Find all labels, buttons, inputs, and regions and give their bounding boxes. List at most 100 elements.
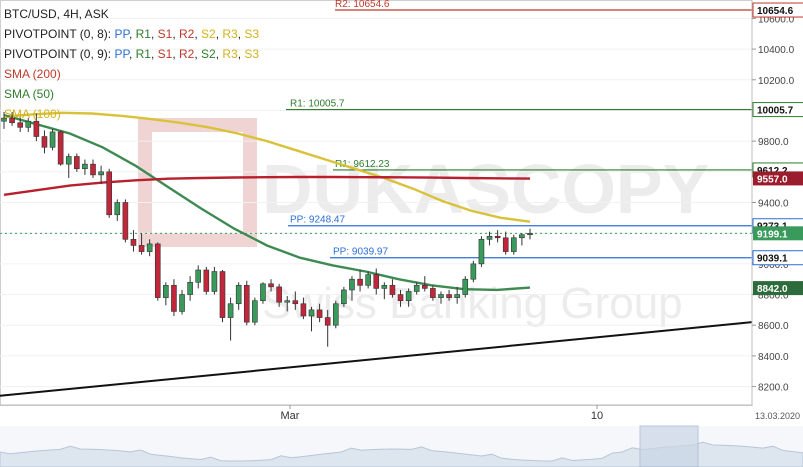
candle-body (511, 237, 517, 252)
candle-body (454, 294, 460, 298)
level-label: R2: 10654.6 (335, 0, 390, 10)
candle-body (41, 136, 48, 148)
candle-body (413, 285, 420, 292)
candle-body (106, 171, 112, 216)
candle-body (219, 271, 226, 318)
level-tag: 10005.7 (757, 106, 794, 117)
candle-body (405, 291, 412, 301)
candle-body (138, 245, 145, 252)
pivot-legend-9: PIVOTPOINT (0, 9): PP, R1, S1, R2, S2, R… (4, 47, 260, 61)
candle-body (470, 263, 477, 280)
x-axis-corner-date: 13.03.2020 (755, 411, 800, 421)
pivot8-s1: S1 (157, 27, 173, 41)
candle-body (284, 300, 291, 303)
candle-body (438, 294, 444, 298)
pivot8-r1: R1 (135, 27, 151, 41)
candle-body (195, 269, 202, 283)
candle-body (260, 283, 266, 301)
candle-body (308, 309, 315, 317)
candle-body (349, 278, 355, 291)
pivot8-s3: S3 (244, 27, 260, 41)
navigator-window (639, 425, 699, 467)
candle-body (211, 271, 218, 292)
candle-body (519, 234, 525, 239)
trendline-layer (0, 321, 753, 397)
candle-body (171, 285, 177, 312)
pivot9-r3: R3 (222, 47, 238, 61)
price-tag: 8842.0 (757, 284, 788, 295)
candle-body (252, 300, 258, 323)
pivot9-r1: R1 (135, 47, 151, 61)
candle-body (203, 269, 210, 292)
candle-body (57, 131, 64, 165)
sma100-line (3, 111, 531, 223)
pivot-levels: R2: 10654.6 R1: 10005.7 R1: 9612.23 PP: 924… (0, 0, 752, 259)
level-label: PP: 9248.47 (290, 215, 345, 226)
time-axis: Mar 10 13.03.2020 (0, 404, 800, 422)
pivot9-r2: R2 (178, 47, 195, 61)
axis-tick-label: 9800.0 (758, 137, 789, 148)
level-tag: 10654.6 (757, 6, 794, 17)
candle-body (25, 120, 32, 128)
candle-body (90, 163, 96, 176)
candle-body (373, 274, 380, 289)
axis-tick-label: 8800.0 (758, 291, 789, 302)
pivot-legend-9-prefix: PIVOTPOINT (0, 9): (4, 47, 115, 61)
candle-body (114, 202, 121, 216)
candle-body (292, 300, 299, 305)
candle-body (365, 274, 371, 286)
candle-body (17, 122, 23, 128)
pivot8-r3: R3 (222, 27, 238, 41)
pivot8-r2: R2 (178, 27, 195, 41)
candle-body (300, 303, 307, 317)
candle-body (421, 285, 428, 289)
candle-body (268, 283, 274, 288)
symbol-line: BTC/USD, 4H, ASK (4, 7, 109, 21)
axis-tick-label: 8200.0 (758, 383, 789, 394)
pivot8-s2: S2 (201, 27, 216, 41)
level-label: R1: 9612.23 (335, 159, 390, 170)
price-tag: 9557.0 (757, 174, 788, 185)
price-tag: 9199.1 (757, 229, 788, 240)
candle-body (389, 285, 396, 295)
candle-body (146, 243, 153, 252)
candle-body (9, 117, 15, 124)
sma200-line (3, 175, 531, 196)
level-tag-box (752, 102, 803, 118)
candle-body (33, 120, 40, 137)
candle-body (381, 285, 388, 289)
candle-body (332, 303, 339, 326)
pivot9-pp: PP (114, 47, 129, 61)
candle-body (179, 294, 185, 312)
pivot9-s2: S2 (201, 47, 216, 61)
sma100-legend: SMA (100) (4, 107, 61, 121)
moving-averages (3, 111, 531, 292)
axis-tick-label: 9000.0 (758, 260, 789, 271)
navigator-minichart[interactable] (0, 425, 803, 467)
candle-body (324, 317, 331, 326)
candle-body (243, 285, 250, 323)
candle-body (502, 237, 509, 252)
candle-body (227, 303, 234, 318)
level-label: R1: 10005.7 (290, 99, 345, 110)
level-tag-box (752, 2, 803, 18)
axis-tick-label: 9400.0 (758, 199, 789, 210)
trendline (0, 321, 753, 397)
candle-body (478, 239, 485, 265)
candle-body (1, 117, 7, 122)
axis-tick-label: 10600.0 (758, 14, 795, 25)
axis-panel (752, 0, 803, 405)
candle-body (130, 239, 137, 246)
pivot-legend-8: PIVOTPOINT (0, 8): PP, R1, S1, R2, S2, R… (4, 27, 260, 41)
candle-body (49, 131, 56, 148)
candle-body (462, 278, 469, 295)
axis-tick-label: 10400.0 (758, 45, 795, 56)
level-tag-box (752, 250, 803, 266)
price-tag-box (753, 171, 803, 186)
candle-body (430, 288, 436, 298)
chart-legend: BTC/USD, 4H, ASK PIVOTPOINT (0, 8): PP, … (4, 4, 259, 124)
candle-body (82, 163, 88, 170)
x-tick-label: 10 (591, 410, 603, 422)
watermark-tagline: Swiss Banking Group (262, 279, 683, 328)
